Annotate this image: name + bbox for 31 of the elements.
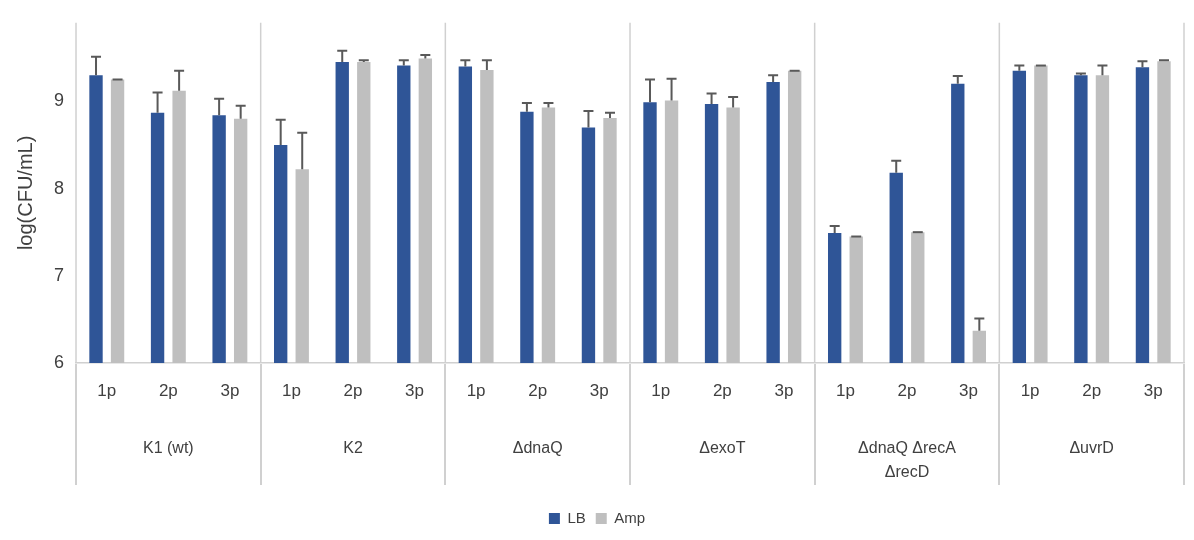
text: K1 (wt): [143, 439, 194, 457]
x-tick-label: 1p: [1020, 380, 1040, 400]
y-axis-title: log(CFU/mL): [13, 135, 36, 251]
y-tick-label: 6: [54, 351, 65, 372]
x-tick-label: 2p: [712, 380, 732, 400]
x-tick-label: 1p: [835, 380, 855, 400]
y-tick-label: 9: [54, 90, 65, 111]
text: ΔuvrD: [1069, 439, 1114, 457]
x-tick-label: 3p: [959, 380, 979, 400]
legend-label: Amp: [614, 508, 646, 526]
x-tick-label: 2p: [897, 380, 917, 400]
x-tick-label: 2p: [528, 380, 548, 400]
legend-label: LB: [567, 508, 586, 526]
x-tick-label: 1p: [97, 380, 117, 400]
y-tick-label: 7: [54, 264, 65, 285]
x-tick-label: 2p: [343, 380, 363, 400]
x-tick-label: 1p: [466, 380, 486, 400]
x-tick-label: 3p: [405, 380, 425, 400]
x-tick-label: 3p: [1143, 380, 1163, 400]
x-tick-label: 3p: [589, 380, 609, 400]
x-tick-label: 3p: [774, 380, 794, 400]
x-tick-label: 2p: [158, 380, 178, 400]
text: ΔdnaQ ΔrecA ΔrecD: [858, 439, 957, 481]
x-tick-label: 1p: [281, 380, 301, 400]
x-tick-label: 3p: [220, 380, 240, 400]
text: ΔexoT: [699, 439, 746, 457]
text: K2: [343, 439, 363, 457]
x-tick-label: 2p: [1082, 380, 1102, 400]
x-tick-label: 1p: [651, 380, 671, 400]
text: ΔdnaQ: [512, 439, 563, 457]
y-tick-label: 8: [54, 177, 65, 198]
